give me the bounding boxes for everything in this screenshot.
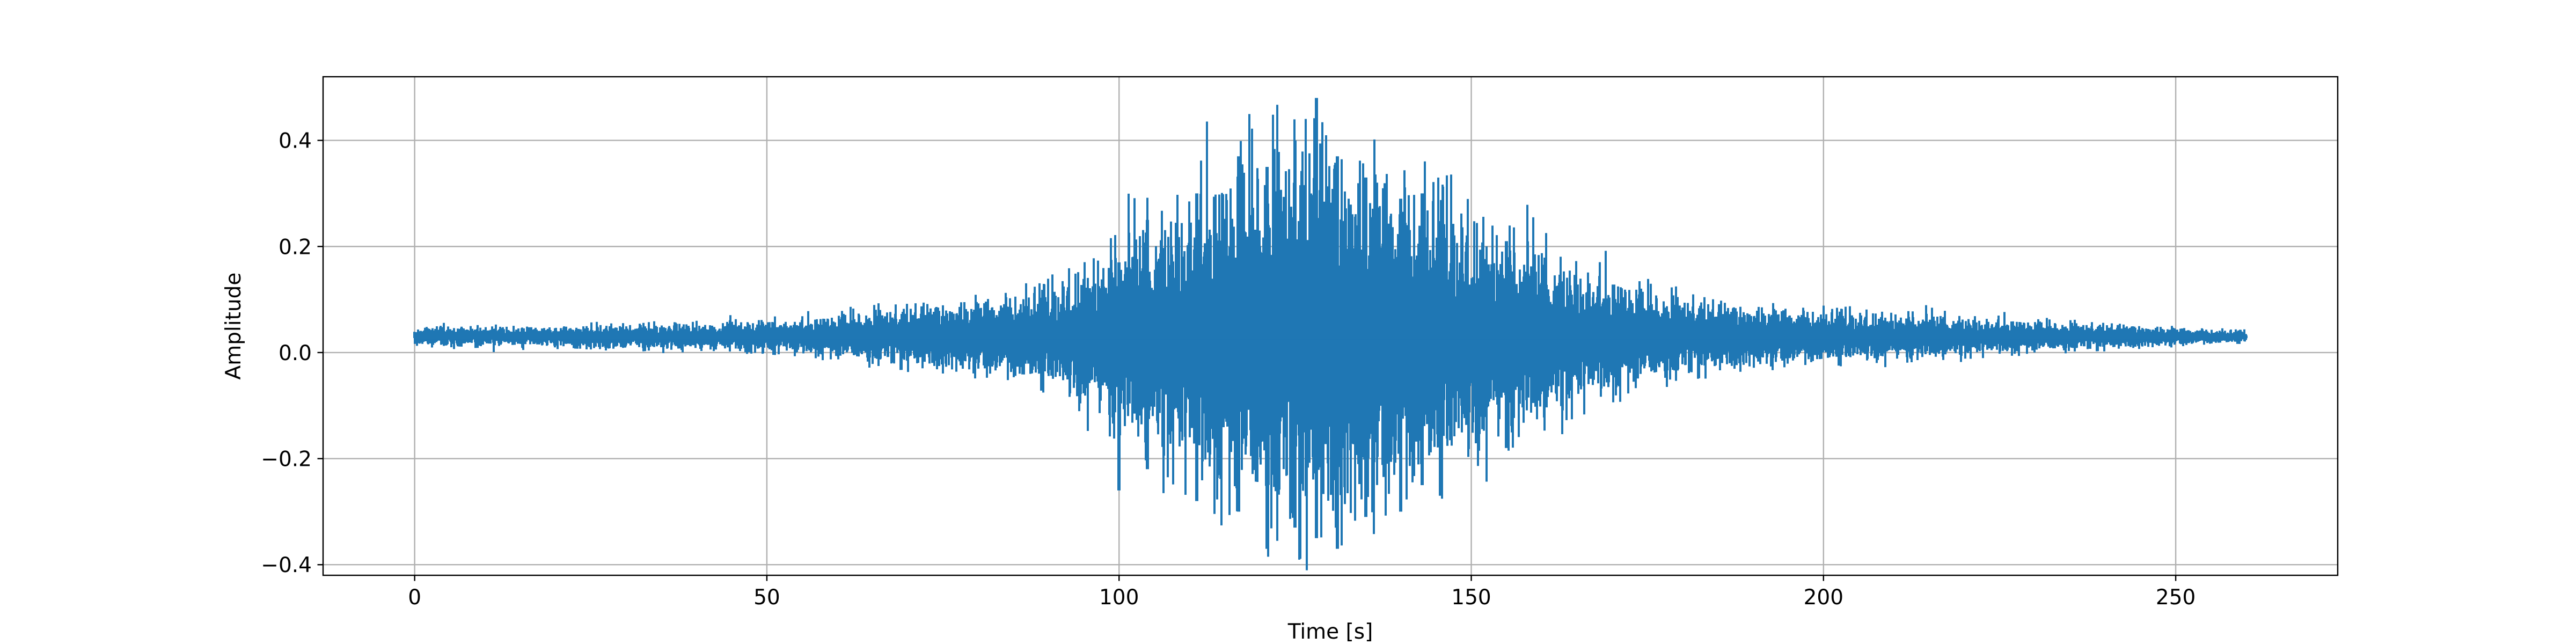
x-tick-label: 200 bbox=[1804, 586, 1843, 610]
y-tick-label: −0.2 bbox=[261, 448, 312, 472]
y-tick-label: 0.0 bbox=[279, 341, 312, 365]
y-axis-label: Amplitude bbox=[222, 273, 246, 380]
x-tick-label: 0 bbox=[408, 586, 421, 610]
y-tick-label: −0.4 bbox=[261, 553, 312, 577]
x-tick-label: 100 bbox=[1099, 586, 1139, 610]
x-tick-label: 150 bbox=[1451, 586, 1491, 610]
x-axis-label: Time [s] bbox=[1287, 620, 1373, 644]
y-tick-label: 0.4 bbox=[279, 129, 312, 153]
x-tick-label: 50 bbox=[753, 586, 780, 610]
y-tick-label: 0.2 bbox=[279, 235, 312, 259]
x-tick-label: 250 bbox=[2156, 586, 2196, 610]
